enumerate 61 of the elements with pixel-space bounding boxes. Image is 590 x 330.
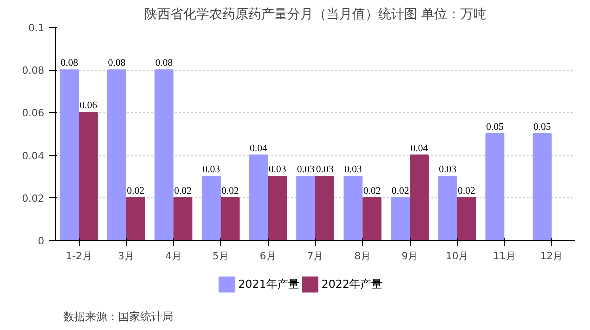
data-label: 0.03: [439, 164, 457, 176]
bar: [60, 70, 80, 240]
legend-label: 2022年产量: [322, 278, 383, 292]
bar: [126, 197, 146, 240]
data-label: 0.02: [363, 186, 381, 197]
y-tick-label: 0.04: [22, 151, 44, 162]
data-label: 0.02: [174, 186, 192, 197]
data-label: 0.04: [250, 143, 268, 154]
data-label: 0.03: [316, 164, 334, 176]
bar: [532, 134, 552, 240]
data-label: 0.08: [60, 58, 78, 70]
bar: [410, 154, 429, 240]
data-label: 0.03: [202, 164, 220, 176]
bar: [249, 154, 268, 240]
bar: [296, 176, 316, 240]
bar: [391, 197, 410, 240]
x-tick-label: 7月: [307, 252, 324, 262]
bar: [268, 176, 288, 240]
bar: [344, 176, 363, 240]
chart-title: 陕西省化学农药原药产量分月（当月值）统计图 单位：万吨: [144, 8, 487, 22]
bar: [107, 70, 126, 240]
y-tick-label: 0.08: [22, 66, 44, 78]
x-tick-label: 11月: [493, 252, 516, 262]
data-label: 0.02: [392, 186, 410, 197]
data-label: 0.04: [410, 143, 428, 154]
data-label: 0.03: [297, 164, 315, 176]
y-tick-label: 0: [38, 236, 45, 248]
y-tick-label: 0.1: [28, 24, 45, 34]
data-label: 0.06: [80, 100, 98, 112]
x-tick-label: 9月: [402, 252, 418, 262]
y-tick-label: 0.06: [22, 108, 44, 120]
x-tick-label: 6月: [260, 252, 276, 262]
data-label: 0.05: [486, 122, 504, 133]
data-label: 0.08: [155, 58, 173, 70]
data-label: 0.03: [344, 164, 362, 176]
bar: [457, 197, 476, 240]
bar: [362, 197, 382, 240]
bar: [174, 197, 193, 240]
bar: [486, 134, 505, 240]
x-tick-label: 5月: [212, 252, 230, 262]
bar: [438, 176, 458, 240]
x-tick-label: 3月: [118, 252, 135, 262]
x-tick-label: 4月: [166, 252, 182, 262]
bar: [220, 197, 240, 240]
data-label: 0.03: [268, 164, 286, 176]
data-label: 0.02: [458, 186, 476, 197]
y-tick-label: 0.02: [22, 194, 44, 205]
x-tick-label: 12月: [540, 252, 564, 262]
data-label: 0.08: [108, 58, 126, 70]
x-tick-label: 8月: [354, 252, 371, 262]
data-label: 0.05: [534, 122, 552, 133]
legend-label: 2021年产量: [238, 278, 300, 292]
source-note: 数据来源：国家统计局: [64, 310, 174, 324]
data-label: 0.02: [127, 186, 145, 197]
data-label: 0.02: [222, 186, 240, 197]
bar: [154, 70, 174, 240]
bar: [315, 176, 334, 240]
bar: [79, 112, 98, 240]
x-tick-label: 1-2月: [66, 252, 92, 262]
x-tick-label: 10月: [446, 252, 469, 262]
bar: [202, 176, 221, 240]
